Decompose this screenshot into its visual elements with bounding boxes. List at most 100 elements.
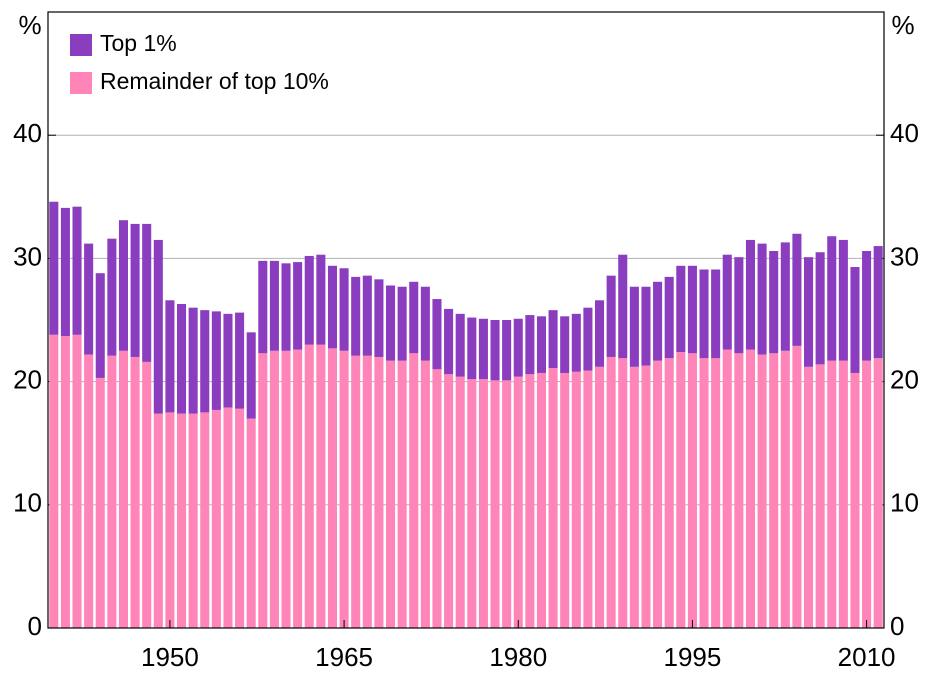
y2-tick-label: 10 (890, 488, 919, 518)
bar-segment (397, 286, 407, 361)
bar-segment (618, 254, 628, 359)
y-axis-label: % (18, 10, 41, 40)
bar-segment (107, 355, 117, 628)
bar-segment (130, 223, 140, 357)
x-tick-label: 1995 (663, 642, 721, 672)
bar-segment (455, 376, 465, 628)
y2-tick-label: 20 (890, 364, 919, 394)
y2-axis-label: % (891, 10, 914, 40)
bar-segment (536, 316, 547, 373)
bar-segment (130, 356, 140, 628)
bar-segment (676, 265, 686, 353)
bar-segment (827, 236, 837, 361)
y2-tick-label: 0 (890, 611, 904, 641)
bar-segment (653, 281, 663, 361)
bar-segment (687, 265, 697, 354)
bar-segment (269, 350, 279, 628)
bar-segment (838, 239, 848, 361)
bar-segment (304, 255, 314, 345)
bar-segment (571, 313, 581, 372)
bar-segment (699, 269, 709, 359)
bar-segment (420, 286, 430, 361)
bar-segment (246, 332, 256, 419)
bar-segment (583, 307, 593, 371)
bar-segment (200, 412, 210, 628)
bar-segment (339, 268, 349, 351)
bar-segment (641, 286, 651, 366)
bar-segment (444, 308, 454, 375)
bar-segment (478, 318, 488, 380)
bar-segment (223, 313, 233, 408)
bar-segment (838, 360, 848, 628)
bar-segment (862, 251, 872, 361)
bar-segment (873, 358, 883, 628)
bar-segment (815, 252, 825, 365)
bar-segment (594, 366, 605, 628)
bar-segment (571, 371, 581, 628)
bar-segment (745, 239, 756, 350)
bar-segment (142, 223, 152, 362)
bar-segment (49, 334, 59, 628)
bar-segment (362, 355, 372, 628)
bar-segment (60, 207, 70, 337)
bar-segment (792, 345, 802, 628)
bar-segment (629, 366, 639, 628)
bar-segment (722, 349, 732, 628)
plot-frame (47, 11, 885, 629)
bar-segment (734, 257, 744, 354)
bar-segment (722, 254, 732, 350)
y-tick-label: 20 (13, 364, 42, 394)
bar-segment (188, 307, 198, 414)
bar-segment (339, 350, 349, 628)
bar-segment (362, 275, 372, 356)
bar-segment (676, 352, 686, 628)
bar-segment (827, 360, 837, 628)
bar-segment (153, 413, 163, 628)
bar-segment (118, 350, 129, 628)
bar-segment (200, 310, 210, 413)
bar-segment (513, 318, 523, 377)
bar-segment (594, 300, 605, 367)
bar-segment (745, 349, 756, 628)
bar-segment (769, 251, 779, 354)
bar-segment (327, 348, 338, 628)
x-tick-label: 2010 (838, 642, 896, 672)
bar-segment (49, 201, 59, 335)
bar-segment (862, 360, 872, 628)
bar-segment (618, 358, 628, 628)
bar-segment (118, 220, 129, 351)
bar-segment (548, 368, 558, 628)
bar-segment (780, 350, 790, 628)
bar-segment (513, 376, 523, 628)
bar-segment (467, 317, 477, 380)
bar-segment (548, 310, 558, 369)
bar-segment (687, 353, 697, 628)
bar-segment (653, 360, 663, 628)
bar-segment (269, 260, 279, 351)
bar-segment (850, 267, 860, 373)
bar-segment (176, 413, 187, 628)
bar-segment (444, 374, 454, 628)
bar-segment (629, 286, 639, 367)
bar-segment (502, 380, 512, 628)
bar-segment (815, 364, 825, 628)
bar-segment (780, 242, 790, 351)
bar-segment (502, 320, 512, 381)
bar-segment (711, 269, 721, 359)
bar-segment (385, 285, 396, 361)
bar-segment (455, 313, 465, 377)
bar-segment (641, 365, 651, 628)
bar-segment (327, 265, 338, 349)
bar-segment (525, 315, 535, 375)
bar-segment (803, 257, 814, 367)
legend-label: Top 1% (100, 30, 177, 56)
bar-segment (850, 372, 860, 628)
bar-segment (467, 379, 477, 628)
bar-segment (72, 334, 82, 628)
bar-segment (246, 418, 256, 628)
bar-segment (84, 354, 94, 628)
legend-swatch (70, 72, 92, 94)
y-tick-label: 0 (28, 611, 42, 641)
bar-segment (107, 238, 117, 356)
bar-segment (293, 349, 303, 628)
